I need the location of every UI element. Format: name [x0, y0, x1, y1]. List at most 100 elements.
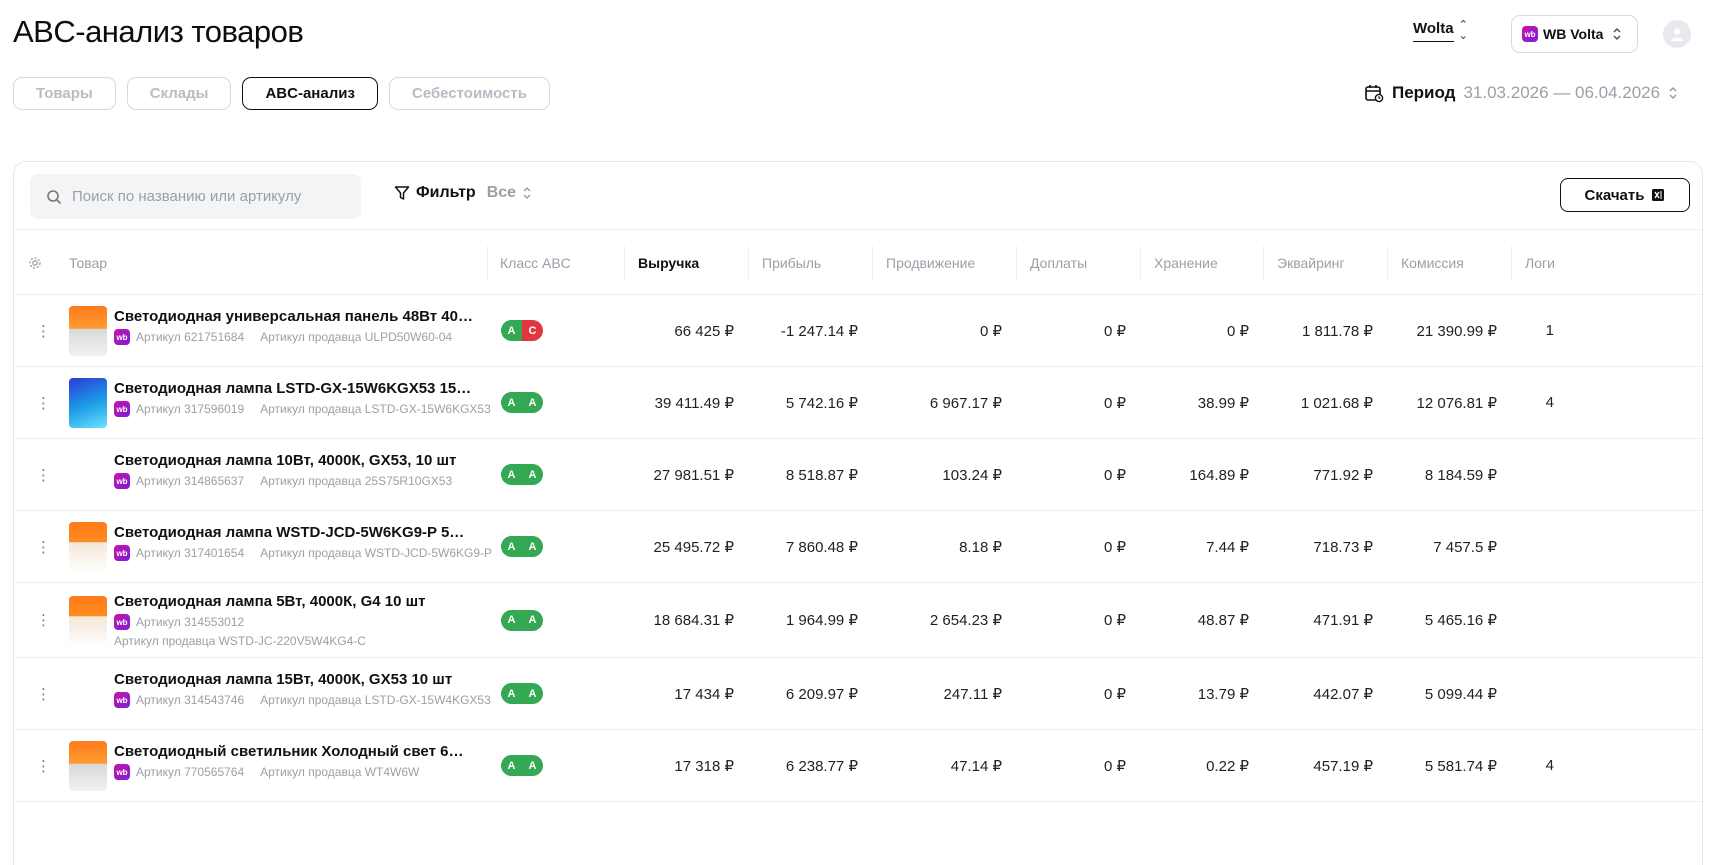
abc-class-letter: A — [501, 755, 522, 776]
table-body: ⋮ Светодиодная универсальная панель 48Вт … — [14, 295, 1702, 802]
product-thumbnail[interactable] — [69, 306, 107, 356]
product-article: Артикул 770565764 — [136, 765, 245, 779]
chevron-updown-icon — [1669, 86, 1677, 100]
product-thumbnail[interactable] — [69, 378, 107, 428]
table-row[interactable]: ⋮ Светодиодная лампа WSTD-JCD-5W6KG9-P 5В… — [14, 511, 1702, 583]
column-header-acquiring-label: Эквайринг — [1277, 254, 1345, 271]
revenue-cell: 66 425 ₽ — [674, 322, 734, 340]
column-header-abc-class[interactable]: Класс ABC — [487, 230, 622, 295]
abc-class-letter: A — [501, 536, 522, 557]
row-menu-icon[interactable]: ⋮ — [36, 757, 51, 775]
table-row[interactable]: ⋮ Светодиодная универсальная панель 48Вт … — [14, 295, 1702, 367]
product-name[interactable]: Светодиодный светильник Холодный свет 6В… — [114, 743, 474, 760]
row-menu-icon[interactable]: ⋮ — [36, 466, 51, 484]
user-avatar[interactable] — [1663, 20, 1691, 48]
tab-cost-price[interactable]: Себестоимость — [388, 77, 550, 110]
revenue-cell: 17 434 ₽ — [674, 685, 734, 703]
download-button[interactable]: Скачать — [1560, 178, 1690, 212]
table-row[interactable]: ⋮ Светодиодный светильник Холодный свет 6… — [14, 730, 1702, 802]
wb-logo-icon: wb — [114, 764, 130, 780]
column-header-storage[interactable]: Хранение — [1140, 230, 1263, 295]
surcharges-cell: 0 ₽ — [1103, 538, 1126, 556]
product-thumbnail[interactable] — [69, 741, 107, 791]
wb-logo-icon: wb — [114, 473, 130, 489]
column-header-profit[interactable]: Прибыль — [748, 230, 872, 295]
tab-products[interactable]: Товары — [13, 77, 116, 110]
product-articles: wb Артикул 317401654 Артикул продавца WSTD… — [114, 545, 492, 561]
column-separator — [1263, 246, 1264, 279]
abc-class-letter: A — [522, 464, 543, 485]
product-name[interactable]: Светодиодная лампа WSTD-JCD-5W6KG9-P 5Вт… — [114, 524, 474, 541]
seller-article: Артикул продавца ULPD50W60-04 — [260, 330, 453, 344]
column-header-commission[interactable]: Комиссия — [1387, 230, 1511, 295]
row-menu-icon[interactable]: ⋮ — [36, 394, 51, 412]
abc-class-letter: A — [522, 755, 543, 776]
storage-cell: 38.99 ₽ — [1197, 394, 1249, 412]
account-switcher[interactable]: Wolta ⌃ ⌄ — [1413, 20, 1468, 42]
storage-cell: 7.44 ₽ — [1206, 538, 1249, 556]
table-row[interactable]: ⋮ Светодиодная лампа 5Вт, 4000К, G4 10 шт… — [14, 583, 1702, 658]
table-row[interactable]: ⋮ Светодиодная лампа LSTD-GX-15W6KGX53 15… — [14, 367, 1702, 439]
acquiring-cell: 442.07 ₽ — [1313, 685, 1373, 703]
column-header-profit-label: Прибыль — [762, 254, 822, 271]
logistics-cell: 4 — [1545, 757, 1554, 774]
abc-class-letter: A — [501, 609, 522, 631]
row-menu-icon[interactable]: ⋮ — [36, 538, 51, 556]
profit-cell: 8 518.87 ₽ — [785, 466, 858, 484]
abc-class-letter: A — [501, 464, 522, 485]
product-name[interactable]: Светодиодная лампа LSTD-GX-15W6KGX53 15В… — [114, 380, 474, 397]
acquiring-cell: 718.73 ₽ — [1313, 538, 1373, 556]
row-menu-icon[interactable]: ⋮ — [36, 612, 51, 629]
product-article: Артикул 314553012 — [136, 615, 245, 629]
product-name[interactable]: Светодиодная лампа 10Вт, 4000К, GX53, 10… — [114, 452, 457, 469]
column-header-storage-label: Хранение — [1154, 254, 1218, 271]
product-name[interactable]: Светодиодная универсальная панель 48Вт 4… — [114, 308, 474, 325]
abc-class-letter: A — [522, 683, 543, 704]
wb-logo-icon: wb — [114, 692, 130, 708]
storage-cell: 164.89 ₽ — [1189, 466, 1249, 484]
store-select[interactable]: wb WB Volta — [1511, 15, 1638, 53]
storage-cell: 0.22 ₽ — [1206, 757, 1249, 775]
promotion-cell: 103.24 ₽ — [942, 466, 1002, 484]
profit-cell: 5 742.16 ₽ — [785, 394, 858, 412]
column-settings[interactable] — [28, 230, 48, 295]
search-input[interactable] — [72, 188, 342, 205]
column-header-logistics[interactable]: Логи — [1511, 230, 1571, 295]
logistics-cell — [1414, 658, 1554, 729]
row-menu-icon[interactable]: ⋮ — [36, 685, 51, 703]
tab-warehouses[interactable]: Склады — [126, 77, 232, 110]
column-header-acquiring[interactable]: Эквайринг — [1263, 230, 1387, 295]
product-thumbnail[interactable] — [69, 522, 107, 572]
column-header-promotion-label: Продвижение — [886, 254, 976, 271]
revenue-cell: 25 495.72 ₽ — [653, 538, 734, 556]
table-row[interactable]: ⋮ Светодиодная лампа 15Вт, 4000К, GX53 10… — [14, 658, 1702, 730]
column-header-promotion[interactable]: Продвижение — [872, 230, 1016, 295]
product-thumbnail[interactable] — [69, 595, 107, 646]
filter-selector[interactable]: Фильтр Все — [394, 184, 532, 202]
column-header-product[interactable]: Товар — [69, 254, 108, 271]
column-header-revenue[interactable]: Выручка — [624, 230, 748, 295]
product-name[interactable]: Светодиодная лампа 15Вт, 4000К, GX53 10 … — [114, 671, 453, 688]
filter-value: Все — [486, 184, 517, 201]
seller-article: Артикул продавца LSTD-GX-15W4KGX53 — [260, 693, 491, 707]
tab-abc-analysis[interactable]: ABC-анализ — [242, 77, 378, 110]
profit-cell: 6 209.97 ₽ — [785, 685, 858, 703]
column-header-surcharges[interactable]: Доплаты — [1016, 230, 1140, 295]
period-selector[interactable]: Период 31.03.2026 — 06.04.2026 — [1364, 83, 1678, 103]
product-articles: wb Артикул 314543746 Артикул продавца LSTD… — [114, 692, 491, 708]
promotion-cell: 6 967.17 ₽ — [929, 394, 1002, 412]
commission-cell: 8 184.59 ₽ — [1424, 466, 1497, 484]
table-row[interactable]: ⋮ Светодиодная лампа 10Вт, 4000К, GX53, 1… — [14, 439, 1702, 511]
product-name[interactable]: Светодиодная лампа 5Вт, 4000К, G4 10 шт — [114, 593, 426, 610]
row-menu-icon[interactable]: ⋮ — [36, 322, 51, 340]
wb-logo-icon: wb — [114, 545, 130, 561]
chevron-updown-icon: ⌃ ⌄ — [1458, 19, 1468, 42]
column-separator — [872, 246, 873, 279]
chevron-updown-icon — [523, 186, 531, 200]
abc-class-letter: A — [501, 683, 522, 704]
